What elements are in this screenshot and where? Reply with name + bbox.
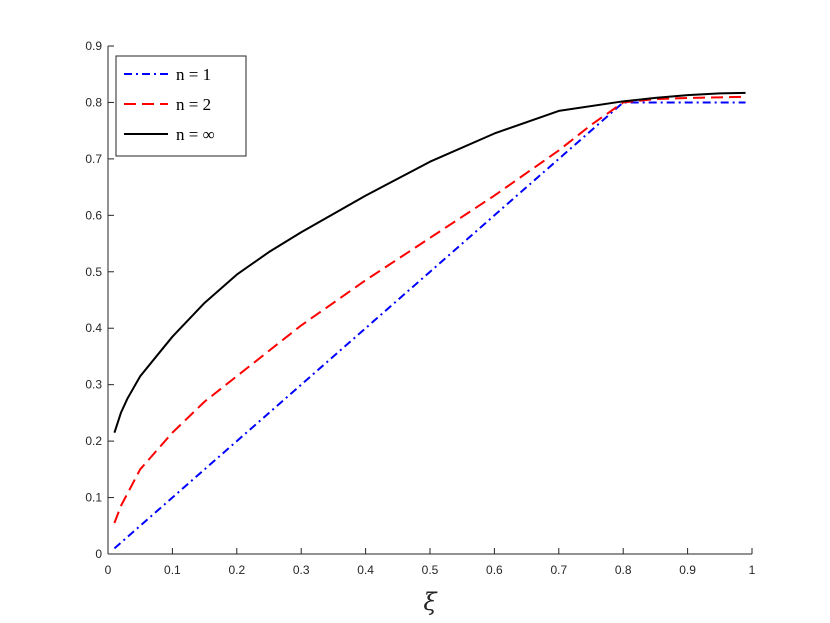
series-group (113, 91, 746, 550)
y-tick-label: 0 (95, 547, 102, 561)
legend: n = 1 n = 2 n = ∞ (115, 55, 247, 157)
x-tick-label: 0.5 (422, 563, 439, 577)
legend-label: n = 1 (176, 65, 211, 84)
y-tick-labels: 0 0.1 0.2 0.3 0.4 0.5 0.6 0.7 0.8 0.9 (85, 39, 102, 561)
x-tick-label: 0.2 (228, 563, 245, 577)
x-tick-label: 0.3 (293, 563, 310, 577)
x-tick-labels: 0 0.1 0.2 0.3 0.4 0.5 0.6 0.7 0.8 0.9 1 (105, 563, 756, 577)
legend-box (115, 55, 247, 157)
y-tick-label: 0.5 (85, 265, 102, 279)
y-tick-label: 0.6 (85, 208, 102, 222)
x-tick-label: 0.4 (357, 563, 374, 577)
y-tick-label: 0.9 (85, 39, 102, 53)
y-tick-label: 0.4 (85, 321, 102, 335)
x-tick-label: 0.1 (164, 563, 181, 577)
x-tick-label: 0.7 (550, 563, 567, 577)
y-tick-label: 0.8 (85, 95, 102, 109)
x-tick-label: 1 (749, 563, 756, 577)
x-tick-label: 0.9 (679, 563, 696, 577)
legend-label: n = ∞ (176, 125, 215, 144)
y-tick-label: 0.7 (85, 152, 102, 166)
x-tick-label: 0.6 (486, 563, 503, 577)
tick-marks (107, 45, 753, 555)
x-tick-label: 0.8 (615, 563, 632, 577)
x-axis-label: ξ (423, 588, 438, 616)
series-line-1 (113, 101, 746, 550)
x-tick-label: 0 (105, 563, 112, 577)
series-line-3 (113, 91, 746, 433)
y-tick-label: 0.1 (85, 491, 102, 505)
legend-label: n = 2 (176, 95, 211, 114)
y-tick-label: 0.3 (85, 378, 102, 392)
series-line-2 (113, 95, 746, 524)
y-tick-label: 0.2 (85, 434, 102, 448)
